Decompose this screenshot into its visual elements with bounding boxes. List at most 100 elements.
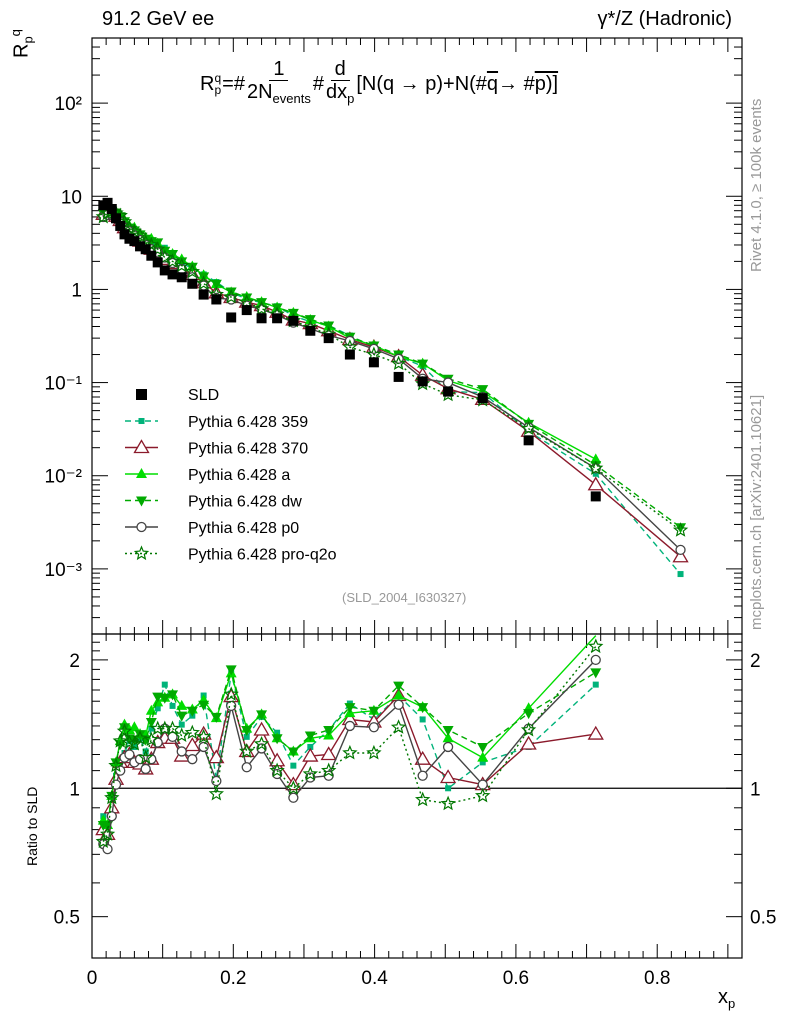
- series-point-ratio: [590, 654, 601, 666]
- x-tick-label: 0.6: [503, 968, 529, 989]
- data-point: [590, 491, 601, 502]
- series-point-main: [477, 385, 489, 396]
- series-point-main: [132, 227, 148, 243]
- series-point-main: [442, 377, 454, 388]
- series-point-ratio: [269, 762, 285, 778]
- series-line-main: [102, 210, 681, 531]
- series-point-ratio: [520, 735, 537, 750]
- data-point: [152, 257, 163, 268]
- data-point: [102, 197, 113, 208]
- series-point-ratio: [414, 750, 431, 765]
- series-point-ratio: [176, 711, 188, 722]
- series-point-ratio: [285, 780, 301, 795]
- series-point-ratio: [226, 700, 237, 712]
- series-point-ratio: [366, 744, 382, 760]
- x-axis-label: xp: [718, 986, 735, 1011]
- legend-marker: [136, 521, 147, 533]
- data-point: [159, 265, 170, 276]
- formula-lhs-sub: p: [214, 83, 222, 97]
- ratio-tick-label: 0.5: [54, 908, 80, 929]
- y-axis-label-main: R: [10, 43, 33, 58]
- series-point-ratio: [187, 754, 198, 765]
- data-point: [417, 376, 428, 387]
- series-point-ratio: [161, 681, 168, 688]
- rivet-version: Rivet 4.1.0, ≥ 100k events: [748, 98, 765, 272]
- axis-ticks: [91, 37, 743, 959]
- series-point-main: [157, 249, 173, 265]
- series-point-ratio: [154, 705, 161, 712]
- series-point-ratio: [477, 751, 489, 762]
- x-tick-label: 0.4: [361, 968, 388, 989]
- series-point-ratio: [167, 690, 179, 701]
- series-point-ratio: [174, 727, 190, 742]
- series-point-ratio: [320, 746, 337, 761]
- ratio-tick-label-right: 0.5: [750, 908, 776, 929]
- data-point: [443, 386, 454, 397]
- series-point-ratio: [253, 721, 270, 736]
- series-point-ratio: [169, 702, 176, 709]
- series-point-main: [587, 476, 604, 491]
- series-point-ratio: [414, 791, 431, 807]
- series-point-ratio: [119, 723, 130, 734]
- series-point-main: [675, 544, 686, 556]
- series-point-ratio: [198, 700, 210, 711]
- data-point: [106, 203, 117, 214]
- series-point-main: [672, 522, 689, 537]
- series-line-main: [102, 210, 681, 528]
- x-axis-label-sub: p: [728, 996, 736, 1011]
- data-point: [226, 312, 237, 323]
- y-tick-label: 10⁻¹: [45, 374, 83, 395]
- series-point-ratio: [112, 733, 128, 748]
- series-point-ratio: [440, 795, 456, 811]
- series-point-ratio: [238, 743, 255, 758]
- ratio-tick-label: 1: [69, 779, 80, 800]
- data-point: [477, 393, 488, 404]
- series-point-ratio: [99, 826, 116, 841]
- series-point-ratio: [241, 762, 252, 773]
- series-point-ratio: [590, 668, 602, 679]
- y-tick-label: 10²: [55, 94, 82, 115]
- series-point-ratio: [320, 762, 337, 778]
- series-point-ratio: [256, 743, 267, 754]
- data-point: [305, 325, 316, 336]
- series-point-main: [675, 523, 687, 534]
- series-point-ratio: [523, 709, 535, 720]
- data-point: [187, 278, 198, 289]
- legend-label-data: SLD: [188, 387, 219, 404]
- legend-label: Pythia 6.428 dw: [188, 494, 302, 511]
- series-point-ratio: [132, 730, 148, 745]
- series-point-ratio: [104, 789, 120, 805]
- series-point-main: [588, 460, 604, 475]
- y-tick-label: 10⁻³: [45, 560, 83, 581]
- series-point-ratio: [243, 733, 250, 740]
- formula-eq: =#: [222, 72, 245, 95]
- series-point-ratio: [95, 833, 111, 849]
- data-point: [211, 294, 222, 305]
- series-point-ratio: [477, 742, 489, 753]
- x-tick-label: 0.2: [220, 968, 246, 989]
- series-point-ratio: [344, 720, 356, 732]
- series-point-main: [520, 420, 537, 436]
- legend-marker: [138, 418, 145, 424]
- series-point-ratio: [479, 759, 486, 766]
- series-point-ratio: [268, 752, 286, 767]
- formula-num2: d: [330, 58, 350, 81]
- x-tick-label: 0: [87, 968, 98, 989]
- series-point-ratio: [445, 785, 452, 792]
- series-point-ratio: [288, 792, 299, 803]
- y-axis-label-sub: p: [20, 36, 36, 44]
- series-point-main: [390, 355, 407, 371]
- data-point: [523, 435, 534, 446]
- series-point-main: [143, 236, 159, 252]
- legend-label: Pythia 6.428 370: [188, 441, 308, 458]
- series-point-ratio: [342, 744, 358, 760]
- formula-lhs: R: [200, 72, 215, 95]
- series-point-ratio: [302, 747, 319, 762]
- series-point-main: [149, 241, 166, 256]
- series-point-ratio: [137, 749, 154, 765]
- ratio-tick-label-right: 2: [750, 651, 761, 672]
- series-point-ratio: [417, 770, 428, 781]
- legend-marker: [133, 439, 150, 454]
- series-point-ratio: [121, 734, 138, 750]
